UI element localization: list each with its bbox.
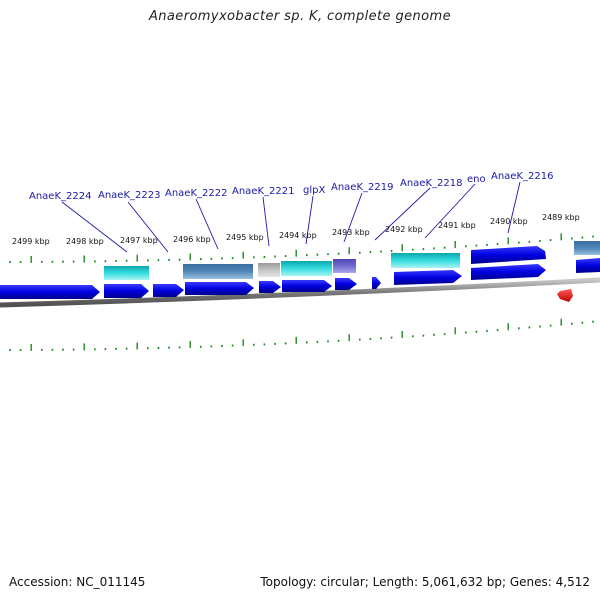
pseudo-gene-marker[interactable]: [557, 289, 573, 302]
gene-feature-anaek-2223[interactable]: [104, 266, 149, 280]
gene-arrow-anaek-2221[interactable]: [259, 281, 281, 293]
tick-label: 2490 kbp: [490, 217, 528, 226]
tick-label: 2497 kbp: [120, 236, 158, 245]
gene-label[interactable]: AnaeK_2219: [331, 182, 393, 193]
gene-label[interactable]: eno: [467, 174, 486, 185]
gene-arrow-anaek-2224[interactable]: [0, 285, 100, 299]
tick-label: 2499 kbp: [12, 237, 50, 246]
tick-label: 2496 kbp: [173, 235, 211, 244]
gene-arrow-anaek-2222-a[interactable]: [153, 284, 184, 297]
genome-summary-text: Topology: circular; Length: 5,061,632 bp…: [260, 575, 590, 589]
lower-tick-row: [9, 318, 594, 351]
tick-label: 2492 kbp: [385, 225, 423, 234]
gene-arrow-eno[interactable]: [471, 246, 546, 264]
gene-arrow-eno-2[interactable]: [471, 264, 546, 280]
tick-label: 2495 kbp: [226, 233, 264, 242]
tick-label: 2491 kbp: [438, 221, 476, 230]
gene-arrow-glpx[interactable]: [282, 280, 332, 292]
gene-arrow-anaek-2223[interactable]: [104, 284, 149, 298]
gene-label[interactable]: AnaeK_2222: [165, 188, 227, 199]
gene-feature-glpx[interactable]: [281, 261, 332, 276]
gene-feature-anaek-2218[interactable]: [391, 253, 460, 268]
gene-label[interactable]: AnaeK_2221: [232, 186, 294, 197]
gene-feature-anaek-2221[interactable]: [258, 263, 280, 277]
gene-label-group: AnaeK_2224 AnaeK_2223 AnaeK_2222 AnaeK_2…: [29, 171, 553, 202]
gene-arrow-edge[interactable]: [576, 258, 600, 273]
tick-label: 2493 kbp: [332, 228, 370, 237]
gene-label[interactable]: AnaeK_2223: [98, 190, 160, 201]
gene-feature-anaek-2222[interactable]: [183, 264, 253, 279]
tick-label: 2498 kbp: [66, 237, 104, 246]
gene-label[interactable]: AnaeK_2218: [400, 178, 462, 189]
map-title: Anaeromyxobacter sp. K, complete genome: [149, 9, 451, 24]
tick-label: 2494 kbp: [279, 231, 317, 240]
gene-label[interactable]: glpX: [303, 185, 325, 196]
callout-lines: [61, 181, 521, 253]
genome-backbone: [0, 277, 600, 308]
gene-arrow-anaek-2219[interactable]: [335, 278, 357, 290]
upper-tick-row: [9, 233, 594, 263]
gene-arrow-anaek-2222[interactable]: [185, 282, 254, 295]
gene-arrow-small[interactable]: [372, 277, 381, 289]
gene-label[interactable]: AnaeK_2216: [491, 171, 553, 182]
feature-track-lower: [0, 246, 600, 302]
accession-text: Accession: NC_011145: [9, 575, 146, 589]
tick-label: 2489 kbp: [542, 213, 580, 222]
tick-label-group: 2499 kbp 2498 kbp 2497 kbp 2496 kbp 2495…: [12, 213, 580, 246]
gene-feature-anaek-2219[interactable]: [333, 259, 356, 273]
gene-label[interactable]: AnaeK_2224: [29, 191, 91, 202]
gene-feature-edge[interactable]: [574, 241, 600, 255]
feature-track-upper: [104, 241, 600, 280]
gene-arrow-anaek-2218[interactable]: [394, 270, 462, 285]
